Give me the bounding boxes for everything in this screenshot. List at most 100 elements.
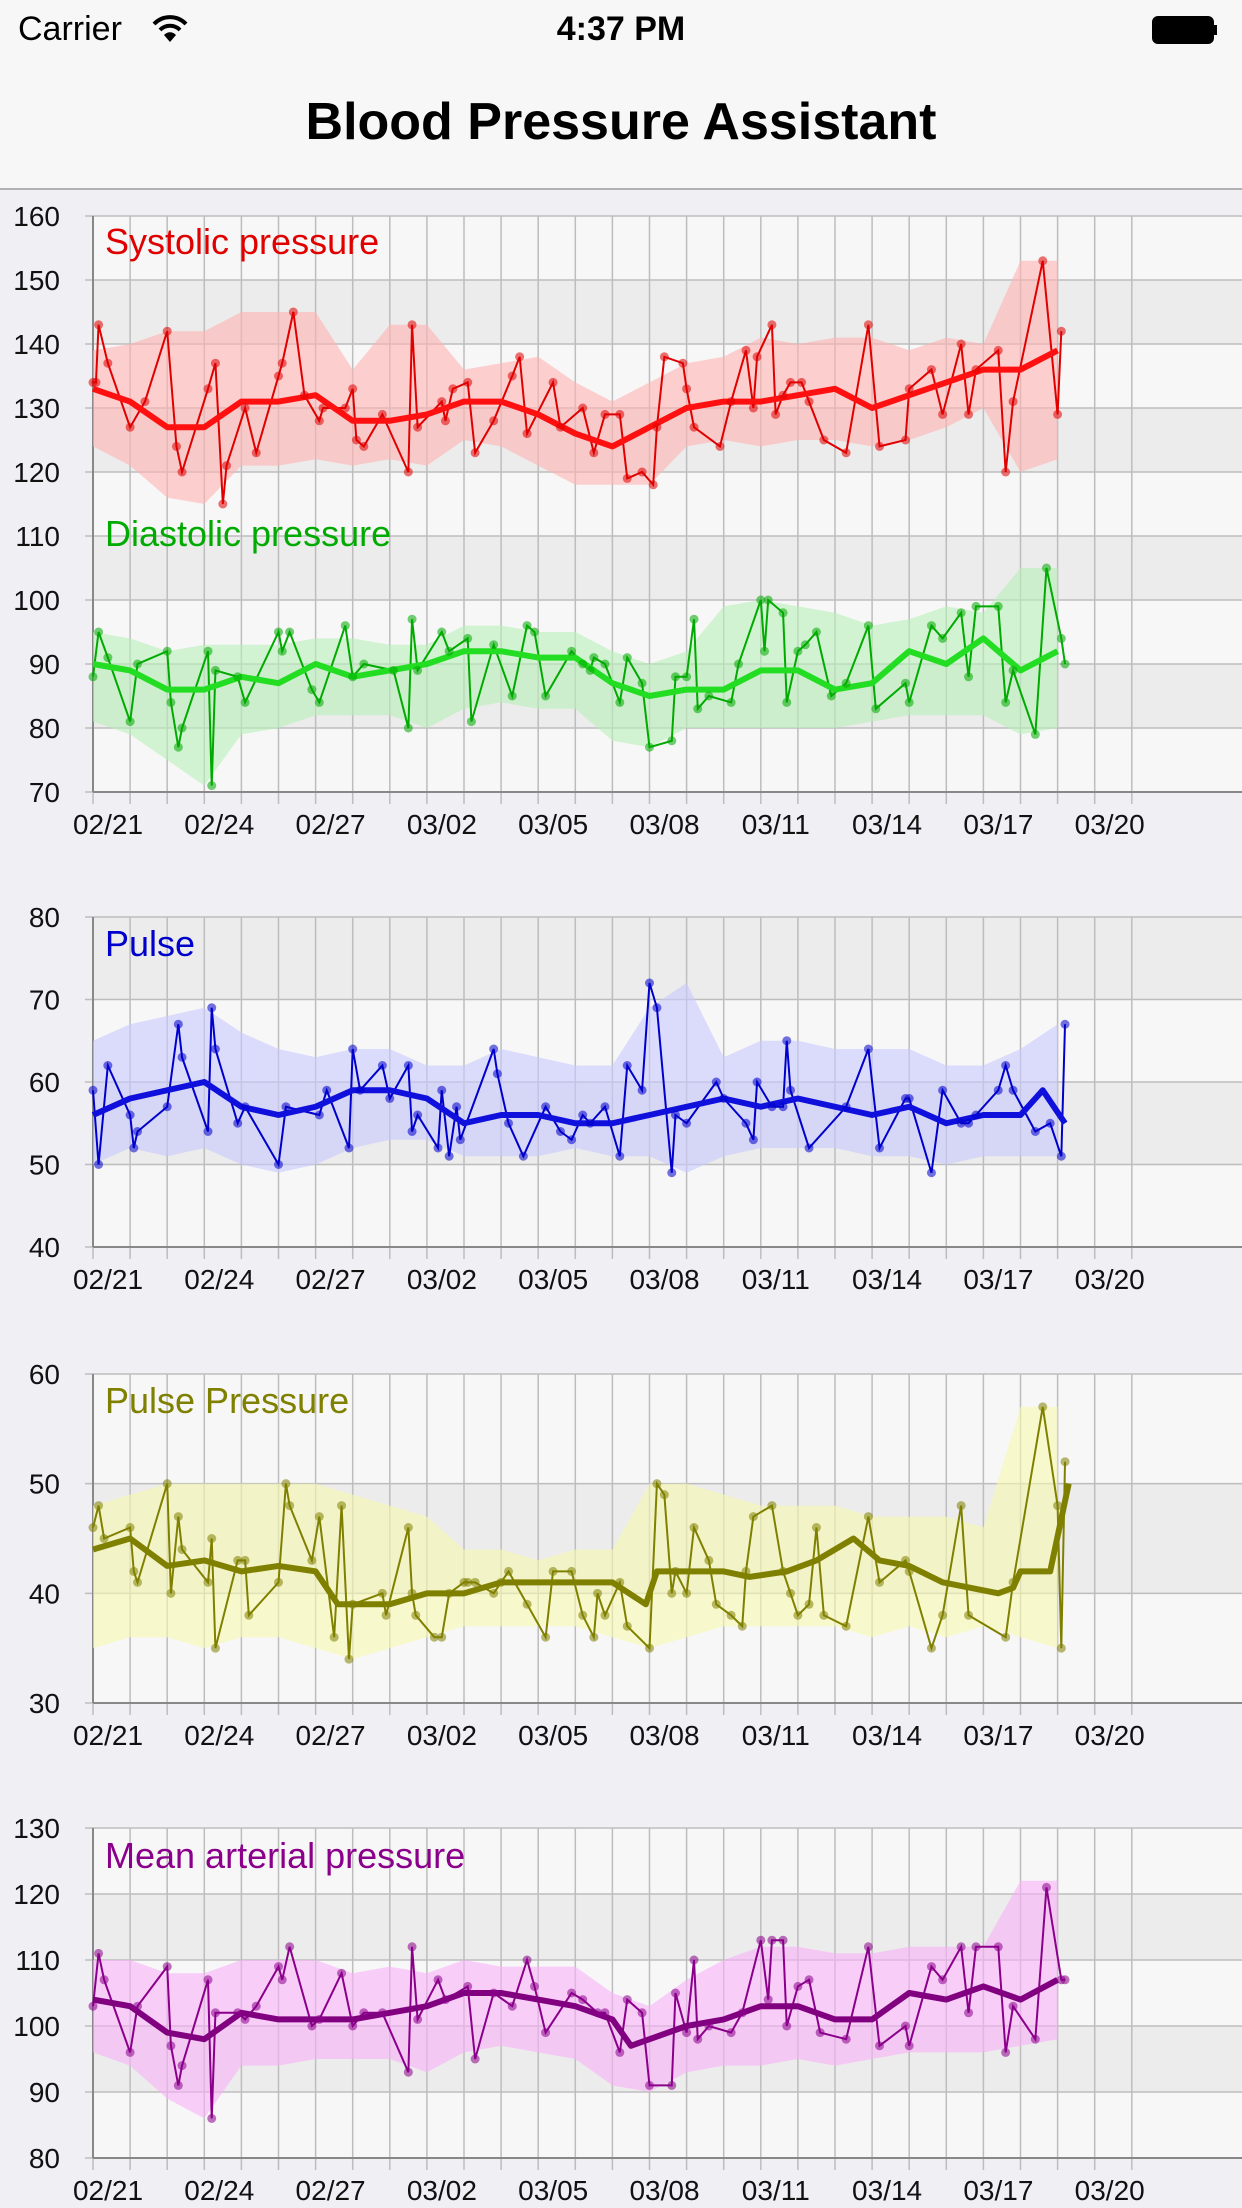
- data-point: [125, 1523, 135, 1533]
- data-point: [637, 467, 647, 477]
- data-point: [285, 1501, 295, 1511]
- data-point: [515, 352, 525, 362]
- data-point: [133, 1127, 143, 1136]
- x-tick-label: 02/27: [296, 1264, 366, 1295]
- data-point: [210, 1044, 220, 1054]
- x-tick-label: 02/21: [73, 809, 143, 840]
- data-point: [871, 704, 881, 714]
- data-point: [1030, 2034, 1040, 2044]
- y-tick-label: 50: [29, 1150, 60, 1181]
- data-point: [567, 1135, 577, 1145]
- series-label: Pulse Pressure: [105, 1380, 349, 1421]
- data-point: [993, 601, 1003, 611]
- data-point: [355, 1085, 365, 1095]
- y-tick-label: 40: [29, 1232, 60, 1263]
- data-point: [785, 1085, 795, 1095]
- data-point: [785, 1588, 795, 1598]
- mean-arterial-pressure-chart: 80 90 100 110 120 130 02/21 02/24 02/27 03/02 03/0…: [13, 1813, 1242, 2206]
- status-bar: Carrier 4:37 PM: [0, 0, 1242, 62]
- data-point: [682, 1588, 692, 1598]
- data-point: [133, 1577, 143, 1587]
- data-point: [173, 1019, 183, 1029]
- data-point: [518, 1151, 528, 1161]
- data-point: [314, 2014, 324, 2024]
- x-tick-label: 02/24: [184, 1720, 254, 1751]
- data-point: [210, 665, 220, 675]
- data-point: [741, 1118, 751, 1128]
- data-point: [103, 653, 113, 663]
- series-band: [93, 1880, 1058, 2119]
- data-point: [403, 1061, 413, 1070]
- data-point: [207, 2113, 217, 2123]
- data-point: [693, 704, 703, 714]
- data-point: [670, 1566, 680, 1576]
- data-point: [240, 1102, 250, 1112]
- series-line: [93, 260, 1063, 505]
- data-point: [667, 736, 677, 746]
- data-point: [274, 627, 283, 637]
- data-point: [413, 1110, 423, 1120]
- data-point: [162, 326, 172, 336]
- data-point: [285, 1942, 295, 1952]
- data-point: [793, 1610, 803, 1620]
- data-point: [726, 2028, 736, 2038]
- data-point: [507, 371, 517, 381]
- data-point: [737, 2008, 747, 2018]
- x-tick-label: 03/20: [1075, 1720, 1145, 1751]
- data-point: [900, 678, 910, 688]
- data-point: [648, 480, 658, 490]
- data-point: [437, 397, 447, 407]
- data-point: [782, 697, 792, 707]
- series-trend-line: [92, 347, 1059, 450]
- data-point: [819, 435, 829, 445]
- data-point: [389, 665, 399, 675]
- x-tick-label: 03/17: [963, 1264, 1033, 1295]
- data-point: [318, 403, 328, 413]
- x-tick-label: 02/24: [184, 2175, 254, 2206]
- data-point: [841, 448, 851, 458]
- x-tick-label: 02/24: [184, 809, 254, 840]
- data-point: [1008, 397, 1018, 407]
- data-point: [1030, 729, 1040, 739]
- data-point: [489, 640, 499, 650]
- data-point: [307, 1555, 317, 1565]
- data-point: [964, 672, 974, 682]
- data-point: [348, 1599, 358, 1609]
- data-point: [548, 377, 558, 387]
- data-point: [778, 390, 788, 400]
- data-point: [314, 1512, 324, 1522]
- data-point: [203, 646, 213, 656]
- data-point: [578, 1110, 588, 1120]
- data-point: [222, 461, 232, 471]
- data-point: [340, 403, 350, 413]
- data-point: [489, 1044, 499, 1054]
- data-point: [489, 1988, 499, 1998]
- data-point: [496, 1577, 506, 1587]
- data-point: [1030, 1127, 1040, 1136]
- data-point: [600, 1102, 610, 1112]
- data-point: [470, 1577, 480, 1587]
- x-tick-label: 03/05: [518, 2175, 588, 2206]
- data-point: [274, 1962, 283, 1972]
- data-point: [444, 1151, 454, 1161]
- data-point: [938, 1610, 948, 1620]
- y-tick-label: 70: [29, 985, 60, 1016]
- x-tick-label: 03/17: [963, 1720, 1033, 1751]
- data-point: [993, 1942, 1003, 1952]
- x-tick-label: 03/02: [407, 1264, 477, 1295]
- data-point: [403, 467, 413, 477]
- data-point: [748, 403, 758, 413]
- data-point: [385, 1094, 395, 1103]
- series-label: Diastolic pressure: [105, 513, 391, 554]
- y-tick-label: 60: [29, 1067, 60, 1098]
- data-point: [748, 1135, 758, 1145]
- data-point: [622, 1621, 632, 1631]
- x-tick-label: 03/05: [518, 1720, 588, 1751]
- data-point: [88, 1523, 98, 1533]
- x-tick-label: 02/27: [296, 2175, 366, 2206]
- y-tick-label: 90: [29, 2077, 60, 2108]
- data-point: [407, 614, 417, 624]
- x-tick-label: 03/17: [963, 2175, 1033, 2206]
- data-point: [285, 627, 295, 637]
- data-point: [863, 1044, 873, 1054]
